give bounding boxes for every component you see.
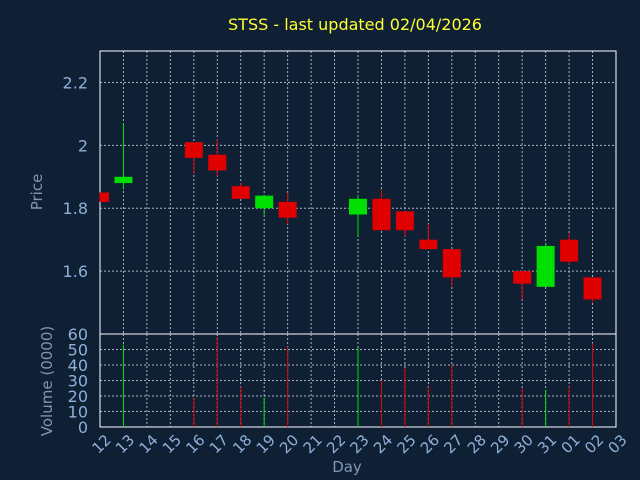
price-tick-label: 1.6: [63, 262, 88, 281]
x-tick-labels: 1213141516171819202122232425262728293031…: [89, 431, 631, 457]
candle-body: [278, 201, 297, 218]
candle-body: [114, 176, 133, 184]
candle-body: [513, 271, 532, 284]
x-tick-label: 17: [206, 431, 232, 457]
x-tick-label: 29: [487, 431, 513, 457]
y-axis-title-volume: Volume (0000): [38, 326, 56, 436]
candle-body: [395, 211, 414, 231]
x-tick-label: 27: [440, 431, 466, 457]
price-tick-labels: 1.6 1.8 2 2.2: [63, 73, 88, 281]
candle-body: [372, 198, 391, 231]
candle-body: [231, 186, 250, 199]
candle-body: [255, 195, 274, 209]
x-axis-title: Day: [332, 458, 362, 476]
candle-body: [184, 142, 203, 158]
volume-tick-label: 10: [68, 403, 88, 422]
candle-body: [442, 249, 461, 278]
x-tick-label: 14: [135, 431, 161, 457]
candles: [99, 123, 602, 303]
candle-body: [349, 198, 367, 215]
price-tick-label: 1.8: [63, 199, 88, 218]
x-tick-label: 24: [370, 431, 396, 457]
price-tick-label: 2.2: [63, 73, 88, 92]
price-tick-label: 2: [78, 136, 88, 155]
x-tick-label: 20: [276, 431, 302, 457]
price-grid: [100, 51, 616, 334]
candle-body: [419, 239, 438, 250]
volume-tick-label: 50: [68, 341, 88, 360]
candle-body: [100, 192, 109, 202]
volume-tick-label: 40: [68, 356, 88, 375]
x-tick-label: 23: [347, 431, 373, 457]
y-axis-title-price: Price: [28, 174, 46, 211]
x-tick-label: 31: [534, 431, 560, 457]
x-tick-label: 13: [112, 431, 138, 457]
x-tick-label: 30: [511, 431, 537, 457]
candle-body: [208, 154, 227, 171]
x-tick-label: 12: [89, 431, 115, 457]
x-tick-label: 15: [159, 431, 185, 457]
x-tick-label: 25: [393, 431, 419, 457]
volume-tick-label: 60: [68, 325, 88, 344]
x-tick-label: 21: [300, 431, 326, 457]
x-tick-label: 01: [558, 431, 584, 457]
candle-body: [560, 239, 579, 262]
x-tick-label: 02: [581, 431, 607, 457]
candle-body: [536, 245, 555, 287]
x-tick-label: 03: [605, 431, 631, 457]
volume-tick-label: 20: [68, 387, 88, 406]
x-tick-label: 16: [182, 431, 208, 457]
volume-bars: [122, 337, 594, 427]
x-tick-label: 19: [253, 431, 279, 457]
x-tick-label: 22: [323, 431, 349, 457]
x-tick-label: 18: [229, 431, 255, 457]
chart-title: STSS - last updated 02/04/2026: [228, 15, 482, 34]
x-tick-label: 26: [417, 431, 443, 457]
candle-body: [583, 277, 602, 300]
volume-tick-label: 30: [68, 372, 88, 391]
volume-tick-label: 0: [78, 418, 88, 437]
x-tick-label: 28: [464, 431, 490, 457]
